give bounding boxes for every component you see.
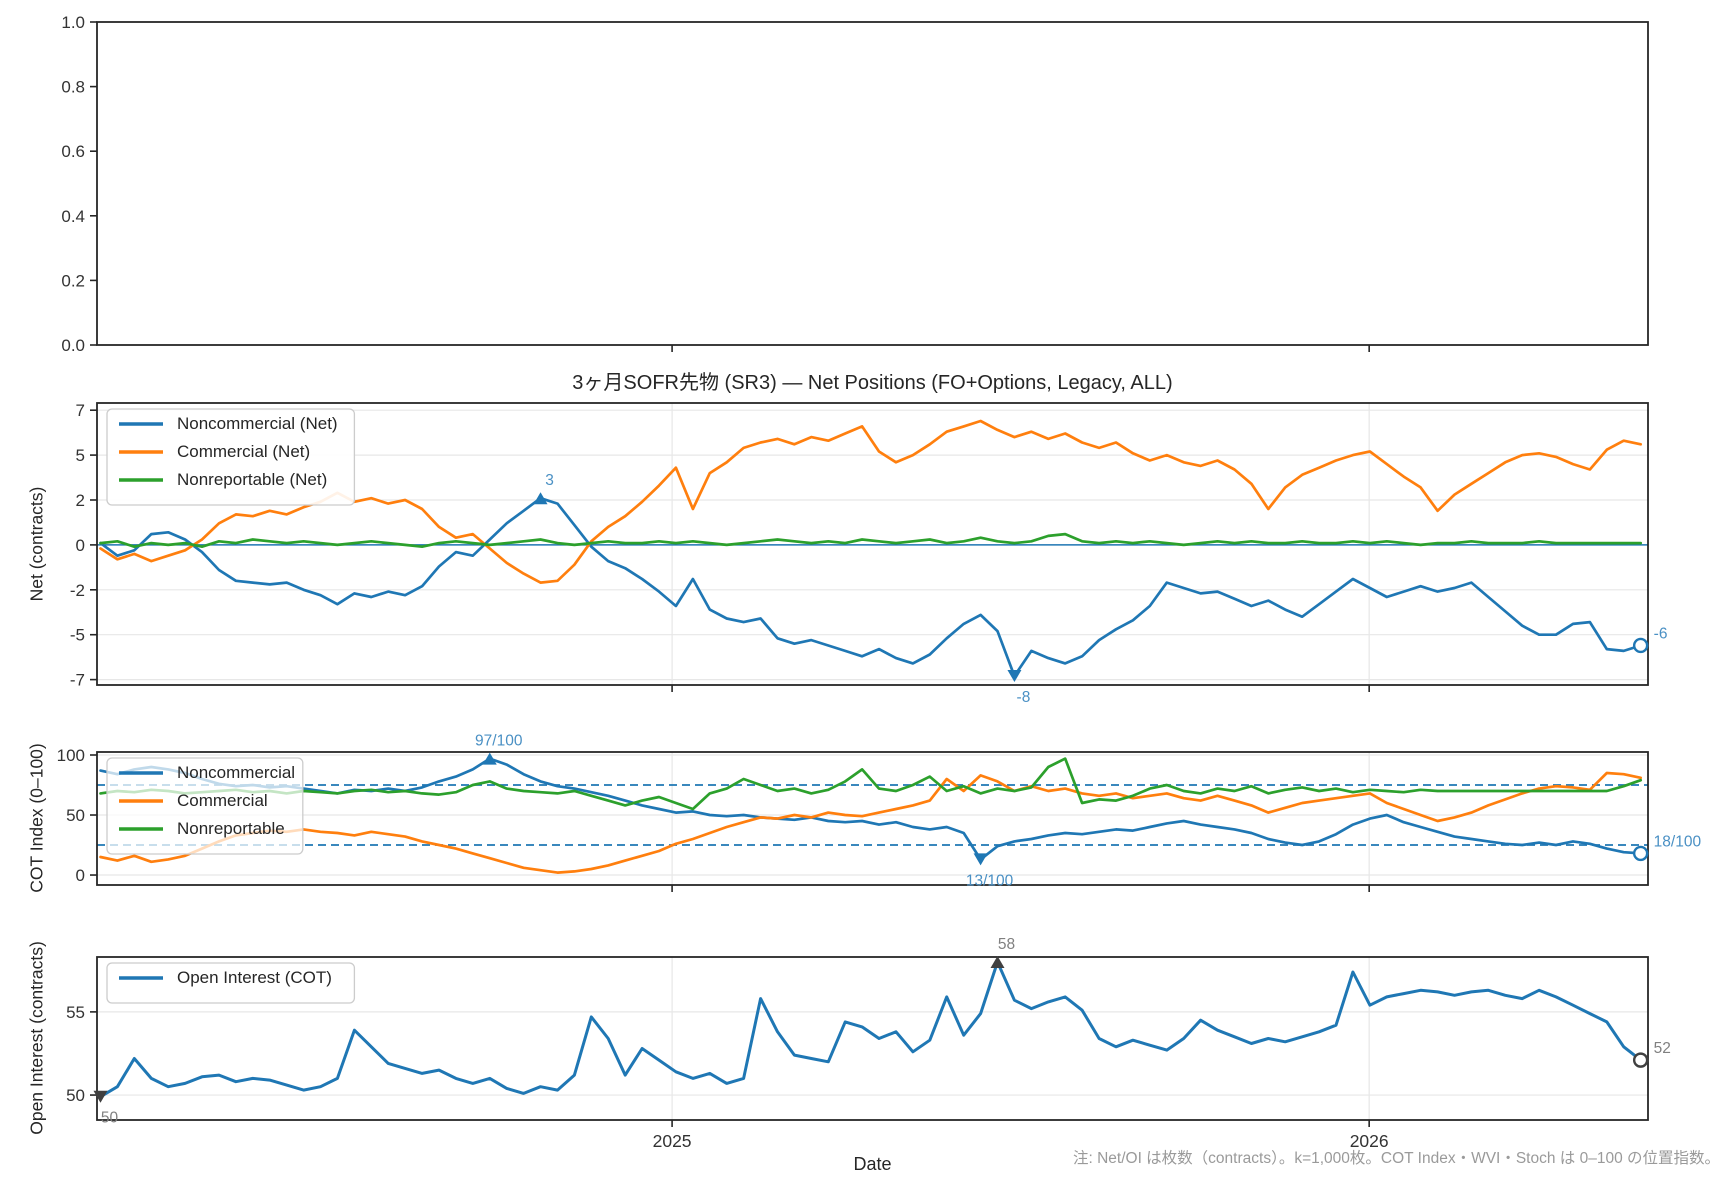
- annotation-label: 13/100: [966, 872, 1014, 889]
- y-tick-label: 0.2: [61, 271, 85, 290]
- series-nonreportable: [99, 757, 1643, 811]
- y-tick-label: -2: [70, 581, 85, 600]
- max-marker-icon: [533, 492, 548, 505]
- annotation--6: -6: [1632, 625, 1668, 654]
- annotation-52: 52: [1632, 1040, 1671, 1068]
- min-marker-icon: [973, 853, 988, 866]
- y-tick-label: -5: [70, 626, 85, 645]
- annotation-label: 97/100: [475, 733, 523, 750]
- y-tick-label: 2: [76, 491, 85, 510]
- legend-item-label: Noncommercial: [177, 763, 295, 782]
- last-value-marker-icon: [1632, 845, 1649, 862]
- axes-border: [96, 21, 1649, 346]
- last-value-marker-icon: [1632, 1052, 1649, 1068]
- legend-item-label: Nonreportable (Net): [177, 470, 327, 489]
- annotation-label: 50: [101, 1110, 119, 1127]
- y-tick-label: 0: [76, 536, 85, 555]
- series-commercial: [99, 771, 1643, 874]
- y-tick-label: 0.4: [61, 207, 85, 226]
- y-tick-label: 0.0: [61, 336, 85, 355]
- series-commercial-net: [99, 419, 1643, 584]
- y-axis-label-net: Net (contracts): [26, 486, 47, 602]
- panel-empty: 1.0 0.8 0.6 0.4 0.2 0.0: [61, 13, 1649, 355]
- min-marker-icon: [1007, 670, 1022, 683]
- y-tick-label: 55: [66, 1003, 85, 1022]
- legend: Noncommercial (Net) Commercial (Net) Nonre…: [106, 408, 356, 506]
- last-value-marker-icon: [1632, 637, 1649, 654]
- annotation-58: 58: [990, 936, 1015, 968]
- annotation-97-100: 97/100: [475, 733, 523, 765]
- x-axis-label-date: Date: [853, 1154, 892, 1174]
- annotation--8: -8: [1007, 670, 1030, 706]
- series-nonreportable-net: [99, 532, 1643, 549]
- legend-box: [106, 408, 356, 506]
- annotation-label: 18/100: [1654, 833, 1702, 850]
- panel-open-interest: 55 50 2025 2026 Open Interest (COT) 58 50 52: [66, 936, 1671, 1151]
- series-noncommercial-net: [99, 496, 1643, 678]
- panel-cot-index: 100 50 0 Noncommercial Commercial Nonreportab…: [57, 733, 1702, 892]
- annotation-label: 52: [1654, 1040, 1671, 1057]
- min-marker-icon: [93, 1090, 108, 1103]
- legend: Noncommercial Commercial Nonreportable: [106, 757, 304, 855]
- annotation-label: -8: [1017, 689, 1031, 706]
- axes-border: [96, 402, 1649, 686]
- legend-item-label: Commercial (Net): [177, 442, 310, 461]
- footnote: 注: Net/OI は枚数（contracts）。k=1,000枚。COT In…: [1072, 1150, 1720, 1167]
- annotation-3: 3: [533, 472, 554, 505]
- x-tick-label: 2025: [653, 1131, 692, 1151]
- annotation-label: 3: [545, 472, 554, 489]
- y-tick-label: 1.0: [61, 13, 85, 32]
- y-tick-label: 7: [76, 401, 85, 420]
- y-tick-label: 0: [76, 866, 85, 885]
- legend-item-label: Open Interest (COT): [177, 968, 332, 987]
- max-marker-icon: [990, 955, 1005, 968]
- annotation-label: 58: [998, 936, 1015, 953]
- y-axis-label-cot-index: COT Index (0–100): [26, 743, 47, 893]
- legend: Open Interest (COT): [106, 962, 356, 1004]
- series-open-interest-cot: [99, 960, 1643, 1099]
- x-tick-label: 2026: [1350, 1131, 1389, 1151]
- max-marker-icon: [482, 752, 497, 765]
- axes-border: [96, 956, 1649, 1121]
- annotation-13-100: 13/100: [966, 853, 1014, 889]
- chart-title: 3ヶ月SOFR先物 (SR3) — Net Positions (FO+Opti…: [572, 372, 1173, 394]
- legend-item-label: Commercial: [177, 791, 268, 810]
- y-tick-label: 0.6: [61, 142, 85, 161]
- annotation-50: 50: [93, 1090, 119, 1127]
- legend-box: [106, 962, 356, 1004]
- annotation-label: -6: [1654, 625, 1668, 642]
- y-tick-label: 0.8: [61, 78, 85, 97]
- y-tick-label: 50: [66, 1086, 85, 1105]
- y-tick-label: 50: [66, 806, 85, 825]
- axes-border: [96, 751, 1649, 886]
- y-axis-label-open-interest: Open Interest (contracts): [26, 941, 47, 1135]
- y-tick-label: 100: [57, 746, 85, 765]
- annotation-18-100: 18/100: [1632, 833, 1702, 862]
- legend-item-label: Nonreportable: [177, 819, 285, 838]
- panel-net-positions: 7 5 2 0 -2 -5 -7 Noncommercial (Net) Commercial …: [70, 401, 1668, 706]
- legend-item-label: Noncommercial (Net): [177, 414, 338, 433]
- y-tick-label: 5: [76, 446, 85, 465]
- y-tick-label: -7: [70, 671, 85, 690]
